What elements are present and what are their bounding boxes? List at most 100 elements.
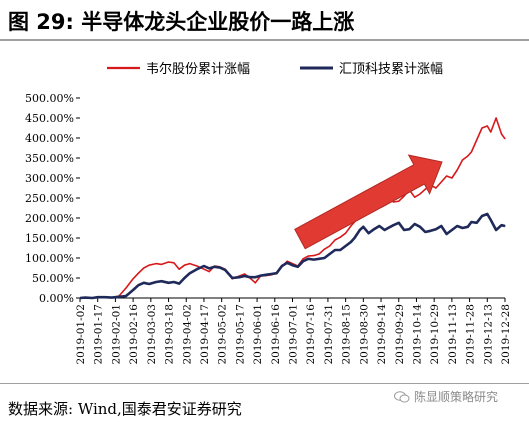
series-2-point xyxy=(481,215,483,217)
series-2-point xyxy=(143,282,145,284)
series-2-point xyxy=(430,230,432,232)
series-2-point xyxy=(470,221,472,223)
series-2-point xyxy=(219,267,221,269)
series-1-point xyxy=(490,131,492,133)
trend-arrow xyxy=(294,154,443,250)
series-1-point xyxy=(125,287,127,289)
series-1-point xyxy=(467,155,469,157)
series-1-point xyxy=(183,264,186,266)
series-2-point xyxy=(313,259,315,261)
series-2-point xyxy=(440,225,442,227)
y-tick-label: 250.00% xyxy=(25,192,74,205)
watermark-text: 陈显顺策略研究 xyxy=(414,390,499,404)
series-2-point xyxy=(244,275,246,277)
series-2-point xyxy=(368,232,370,234)
figure-title: 图 29: 半导体龙头企业股价一路上涨 xyxy=(8,10,355,34)
series-2-point xyxy=(504,225,506,227)
series-1-point xyxy=(323,248,325,250)
series-2-point xyxy=(339,249,341,251)
series-1-point xyxy=(440,181,442,183)
series-2-point xyxy=(286,262,288,264)
series-1-point xyxy=(334,239,336,241)
series-2-point xyxy=(178,283,180,285)
x-tick-label: 2019-11-13 xyxy=(447,304,459,365)
plot-area: 0.00% 50.00% 100.00% 150.00% 200.00% 250.00% 3… xyxy=(25,92,512,365)
series-2-point xyxy=(353,237,356,239)
y-tick-label: 100.00% xyxy=(25,252,74,265)
series-1-point xyxy=(476,139,478,141)
x-tick-label: 2019-12-13 xyxy=(482,304,494,365)
series-1-point xyxy=(500,133,503,135)
series-2-point xyxy=(254,276,256,278)
series-2-point xyxy=(378,225,380,227)
figure-title-bar: 图 29: 半导体龙头企业股价一路上涨 xyxy=(0,0,529,40)
series-2-point xyxy=(291,264,294,266)
x-tick-label: 2019-05-02 xyxy=(217,304,229,365)
series-2-point xyxy=(398,222,400,224)
series-1-point xyxy=(208,271,210,273)
y-tick-label: 50.00% xyxy=(32,272,74,285)
series-2-point xyxy=(414,223,416,225)
legend-label-series-1: 韦尔股份累计涨幅 xyxy=(146,62,250,77)
title-rule xyxy=(0,39,529,41)
series-1-point xyxy=(414,196,416,198)
series-1-point xyxy=(456,169,458,171)
series-1-point xyxy=(481,127,483,129)
series-1-point xyxy=(470,151,472,153)
series-2-point xyxy=(208,267,210,269)
series-2-point xyxy=(495,229,497,231)
series-2-point xyxy=(323,257,325,259)
series-1-point xyxy=(148,264,150,266)
y-tick-label: 350.00% xyxy=(25,152,74,165)
series-2-point xyxy=(160,280,163,282)
series-2-point xyxy=(203,265,205,267)
series-2-point xyxy=(384,229,386,231)
series-2-point xyxy=(424,231,426,233)
series-2-point xyxy=(260,275,262,277)
series-2-point xyxy=(104,296,106,298)
x-tick-label: 2019-09-29 xyxy=(394,304,406,365)
series-2-point xyxy=(137,284,139,286)
series-2-point xyxy=(189,272,191,274)
series-2-point xyxy=(238,276,240,278)
series-2-point xyxy=(373,228,375,230)
series-2-point xyxy=(91,297,93,299)
series-2-point xyxy=(392,224,394,226)
series-2-point xyxy=(302,260,304,262)
series-1-point xyxy=(155,263,157,265)
series-2-point xyxy=(297,266,299,268)
x-tick-label: 2019-04-17 xyxy=(199,304,211,365)
series-2-point xyxy=(155,281,157,283)
trend-arrow-shape xyxy=(294,154,443,250)
watermark: 陈显顺策略研究 xyxy=(394,388,498,405)
series-1-point xyxy=(504,138,506,140)
series-2-point xyxy=(456,225,458,227)
series-1-point xyxy=(461,159,464,161)
series-1-point xyxy=(451,177,453,179)
series-1-point xyxy=(203,268,205,270)
chart-legend: 韦尔股份累计涨幅 汇顶科技累计涨幅 xyxy=(107,62,443,77)
y-tick-label: 300.00% xyxy=(25,172,74,185)
y-tick-label: 450.00% xyxy=(25,112,74,125)
series-line-2 xyxy=(79,212,506,300)
series-2-point xyxy=(97,296,99,298)
series-2-point xyxy=(362,226,364,228)
series-1-point xyxy=(486,125,488,127)
series-1-point xyxy=(495,117,497,119)
series-2-point xyxy=(276,272,278,274)
series-2-point xyxy=(132,289,134,291)
series-1-point xyxy=(446,175,448,177)
x-tick-label: 2019-12-28 xyxy=(500,304,512,365)
x-tick-label: 2019-10-29 xyxy=(429,304,441,365)
wechat-icon xyxy=(394,391,410,403)
series-2-point xyxy=(118,296,120,298)
x-tick-label: 2019-01-17 xyxy=(93,304,105,365)
series-1-point xyxy=(398,200,400,202)
x-tick-label: 2019-08-15 xyxy=(341,304,353,365)
y-tick-label: 400.00% xyxy=(25,132,74,145)
series-2-point xyxy=(435,228,437,230)
series-1-point xyxy=(160,263,163,265)
y-tick-label: 0.00% xyxy=(39,292,74,305)
series-2-point xyxy=(231,277,233,279)
x-tick-label: 2019-03-03 xyxy=(146,304,158,365)
